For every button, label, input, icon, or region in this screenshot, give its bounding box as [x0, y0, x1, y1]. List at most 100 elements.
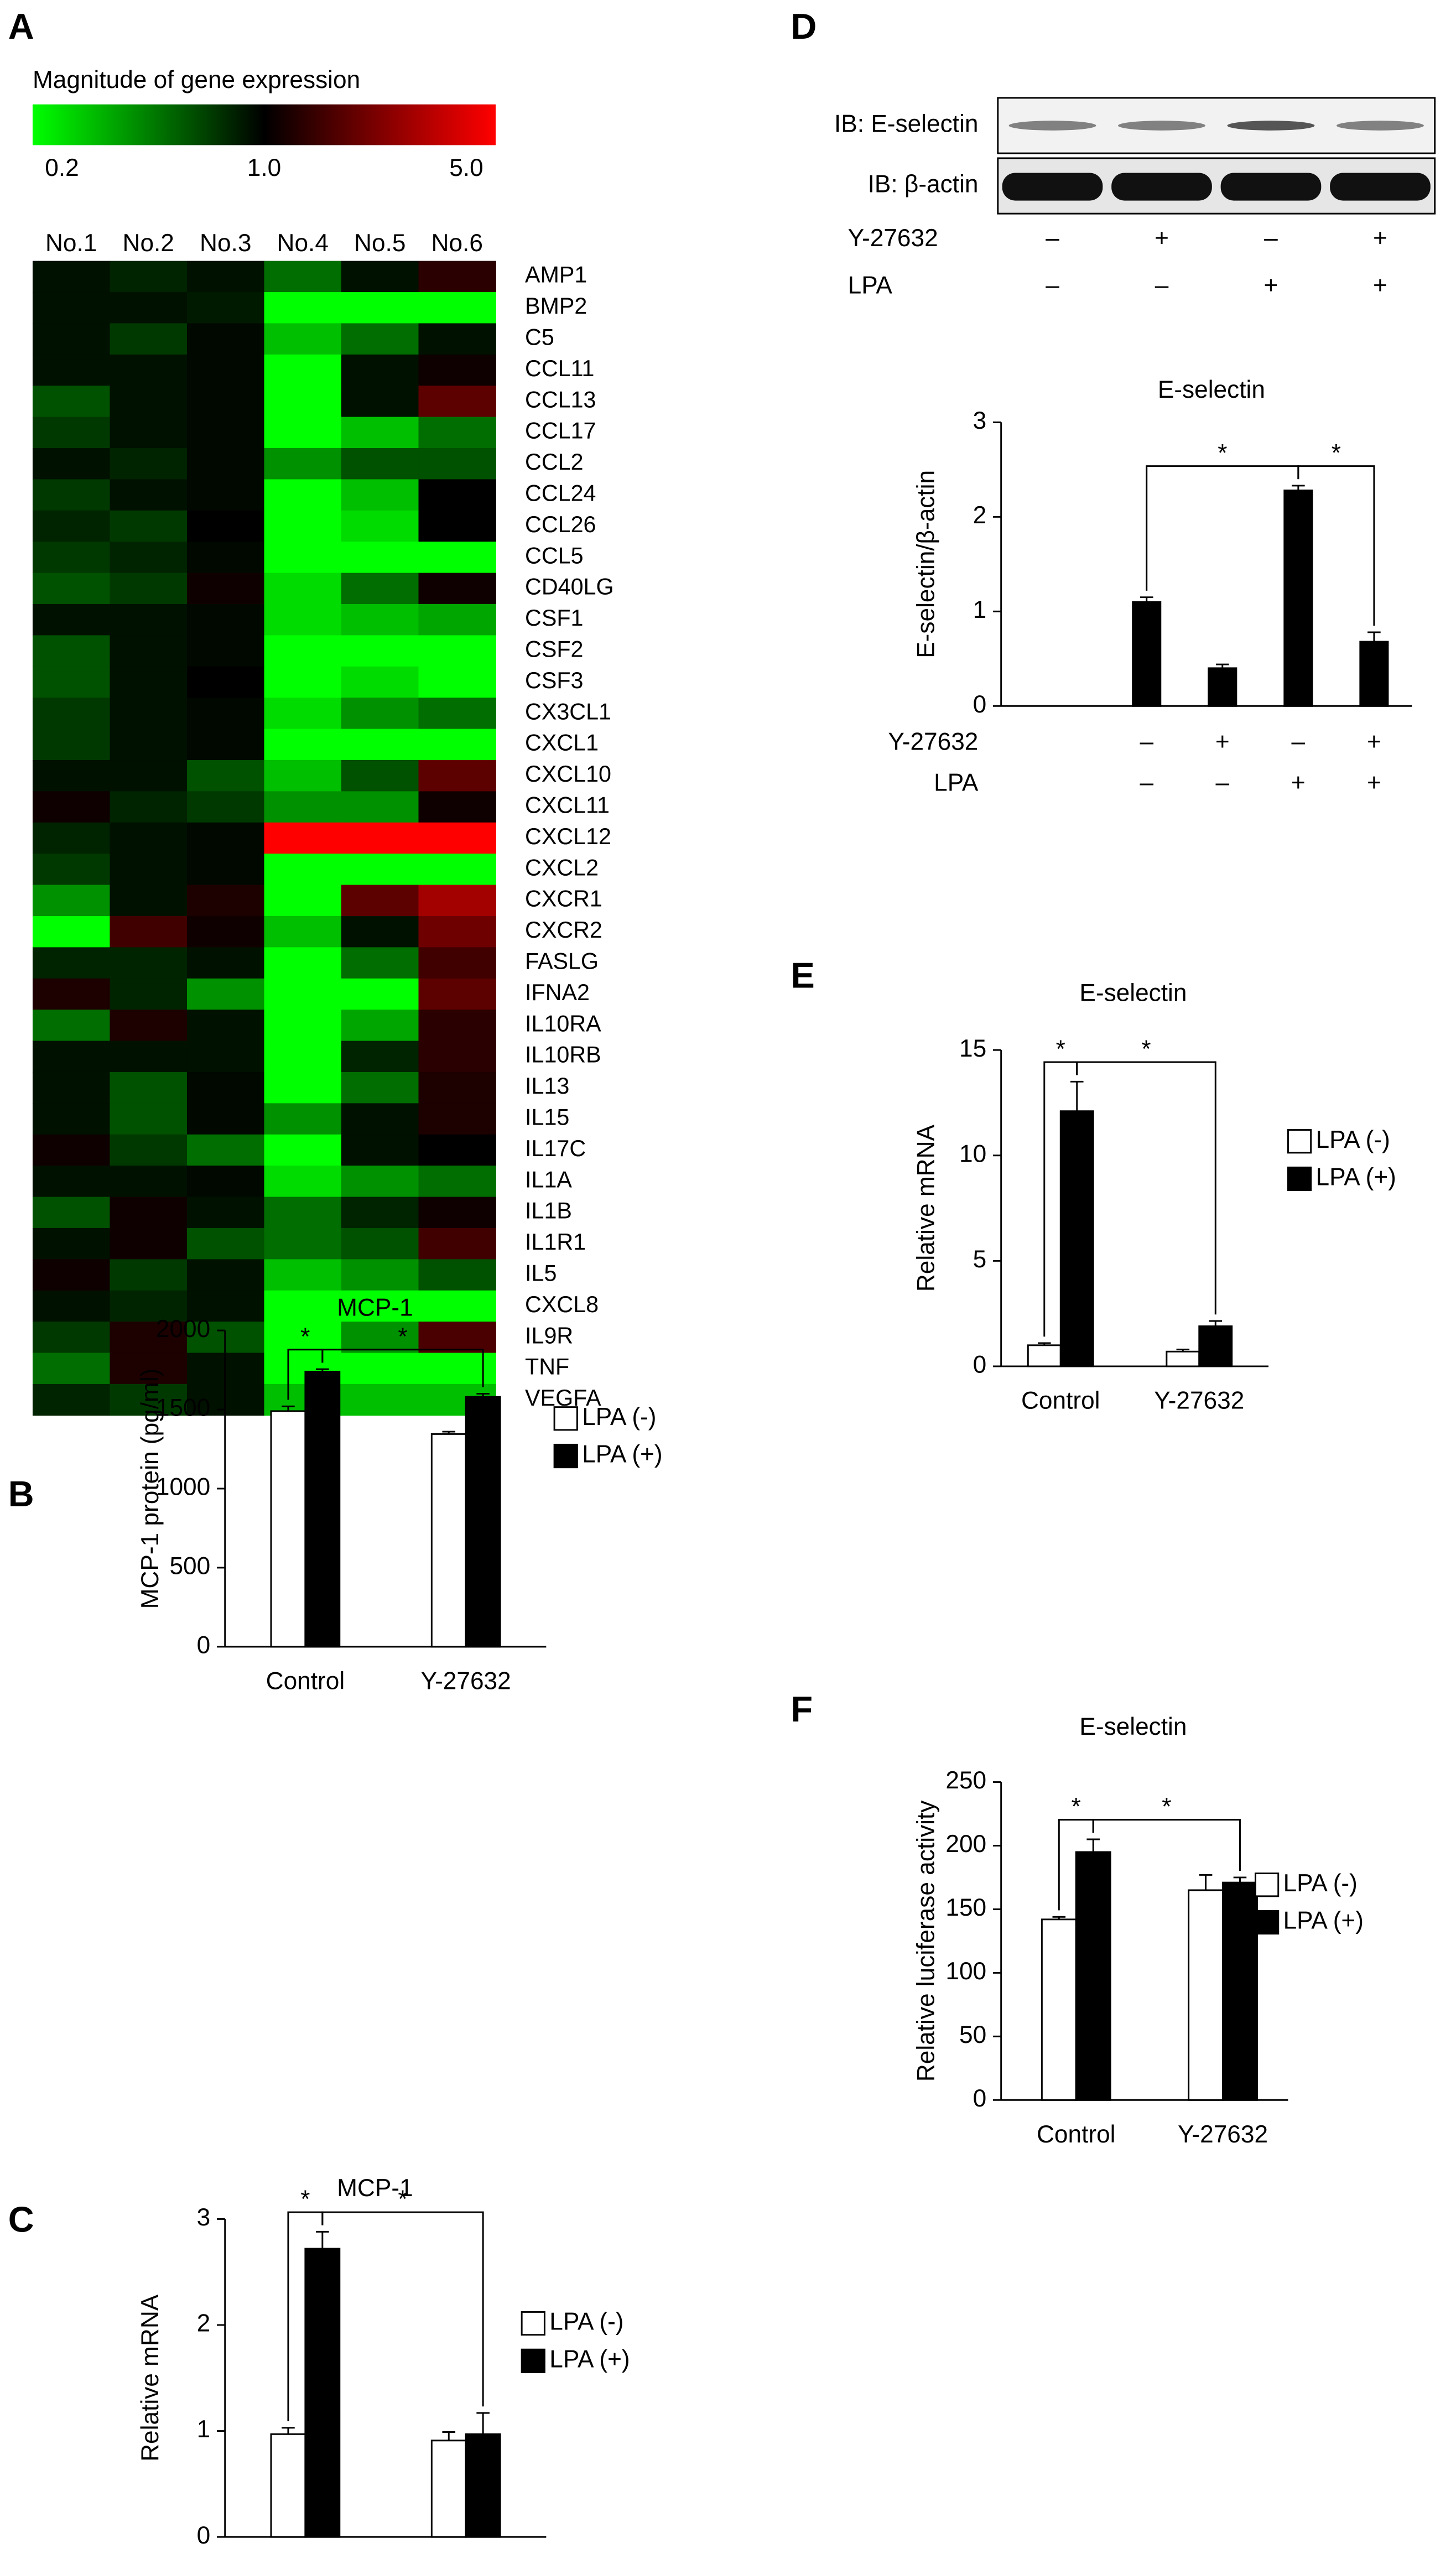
y-tick-label: 50 — [959, 2021, 986, 2048]
heatmap-cell — [418, 1103, 496, 1135]
heatmap-cell — [110, 448, 188, 480]
error-bar — [1176, 1348, 1190, 1352]
heatmap-cell — [186, 698, 265, 730]
legend-swatch — [1287, 1166, 1312, 1192]
heatmap-cell — [418, 1166, 496, 1198]
blot-condition-sign: + — [1373, 272, 1387, 299]
panel-label: E — [791, 955, 814, 996]
heatmap-cell — [418, 916, 496, 948]
error-bar — [1038, 1342, 1051, 1345]
heatmap-cell — [110, 386, 188, 418]
condition-sign: + — [1291, 769, 1306, 796]
x-tick-label: Control — [1021, 1387, 1100, 1414]
heatmap-cell — [110, 854, 188, 886]
heatmap-cell — [418, 635, 496, 667]
blot-label: IB: β-actin — [868, 171, 979, 198]
blot-band — [1227, 121, 1315, 131]
error-bar — [1367, 631, 1381, 642]
heatmap-cell — [110, 1010, 188, 1042]
row-label: CCL26 — [525, 512, 596, 537]
row-label: C5 — [525, 325, 554, 350]
heatmap-cell — [418, 417, 496, 449]
heatmap-cell — [418, 1010, 496, 1042]
heatmap-cell — [341, 947, 419, 979]
error-bar — [476, 1392, 490, 1397]
heatmap-cell — [110, 1290, 188, 1323]
significance-label: * — [1141, 1036, 1151, 1063]
heatmap-cell — [418, 666, 496, 699]
y-tick-label: 2 — [973, 502, 987, 529]
row-label: CCL17 — [525, 418, 596, 444]
heatmap-cell — [264, 1259, 342, 1291]
heatmap-cell — [264, 1166, 342, 1198]
row-label: IL1B — [525, 1198, 572, 1224]
heatmap-cell — [264, 261, 342, 293]
x-tick-label: Y-27632 — [421, 1667, 511, 1694]
heatmap-cell — [418, 479, 496, 511]
heatmap-cell — [341, 698, 419, 730]
heatmap-cell — [110, 1228, 188, 1260]
significance-bracket — [1297, 465, 1375, 626]
heatmap-cell — [110, 698, 188, 730]
error-bar — [1052, 1916, 1066, 1920]
legend-label: LPA (+) — [1283, 1907, 1364, 1934]
legend-swatch — [1255, 1910, 1280, 1935]
heatmap-cell — [32, 1197, 111, 1229]
heatmap-cell — [341, 1103, 419, 1135]
row-label: AMP1 — [525, 262, 587, 288]
significance-label: * — [1072, 1793, 1081, 1821]
y-axis-label: Relative mRNA — [913, 1124, 940, 1292]
heatmap-cell — [341, 261, 419, 293]
heatmap-cell — [341, 760, 419, 792]
heatmap-cell — [186, 1228, 265, 1260]
row-label: IL9R — [525, 1323, 573, 1348]
condition-sign: + — [1215, 729, 1230, 756]
bar — [430, 1433, 467, 1648]
error-bar — [1140, 596, 1153, 602]
y-tick-label: 0 — [973, 2085, 987, 2112]
heatmap-cell — [341, 417, 419, 449]
error-bar — [1086, 1838, 1100, 1852]
heatmap-cell — [264, 978, 342, 1011]
heatmap-cell — [32, 448, 111, 480]
row-label: CD40LG — [525, 574, 614, 600]
bar — [1359, 641, 1389, 707]
heatmap-cell — [264, 448, 342, 480]
bar — [1132, 601, 1162, 707]
y-tick-label: 1500 — [156, 1395, 210, 1422]
chart-title: E-selectin — [1158, 376, 1265, 403]
heatmap-cell — [32, 1228, 111, 1260]
heatmap-cell — [32, 1103, 111, 1135]
error-bar — [476, 2412, 490, 2435]
error-bar — [316, 2230, 329, 2249]
heatmap-cell — [110, 417, 188, 449]
y-tick-label: 3 — [973, 407, 987, 434]
heatmap-cell — [110, 885, 188, 917]
row-label: CXCR1 — [525, 886, 602, 912]
row-label: IL1A — [525, 1167, 572, 1192]
heatmap-cell — [341, 1197, 419, 1229]
row-label: CCL11 — [525, 356, 594, 381]
y-tick-label: 15 — [959, 1035, 986, 1062]
heatmap-cell — [110, 822, 188, 855]
heatmap-cell — [32, 1383, 111, 1416]
heatmap-cell — [418, 323, 496, 355]
heatmap-cell — [418, 1353, 496, 1385]
heatmap-cell — [110, 479, 188, 511]
column-label: No.2 — [123, 230, 174, 257]
heatmap-cell — [32, 604, 111, 636]
colorbar-tick-label: 1.0 — [247, 154, 281, 181]
heatmap-cell — [186, 947, 265, 979]
bar — [430, 2440, 467, 2538]
heatmap-cell — [32, 1134, 111, 1167]
heatmap-cell — [186, 1134, 265, 1167]
y-tick-label: 150 — [945, 1894, 986, 1921]
heatmap-cell — [341, 635, 419, 667]
y-tick-label: 2000 — [156, 1315, 210, 1343]
heatmap-cell — [264, 510, 342, 543]
heatmap-cell — [186, 417, 265, 449]
row-label: CSF2 — [525, 637, 583, 662]
bar — [304, 1370, 341, 1648]
condition-sign: + — [1367, 769, 1381, 796]
y-tick-label: 1000 — [156, 1474, 210, 1501]
